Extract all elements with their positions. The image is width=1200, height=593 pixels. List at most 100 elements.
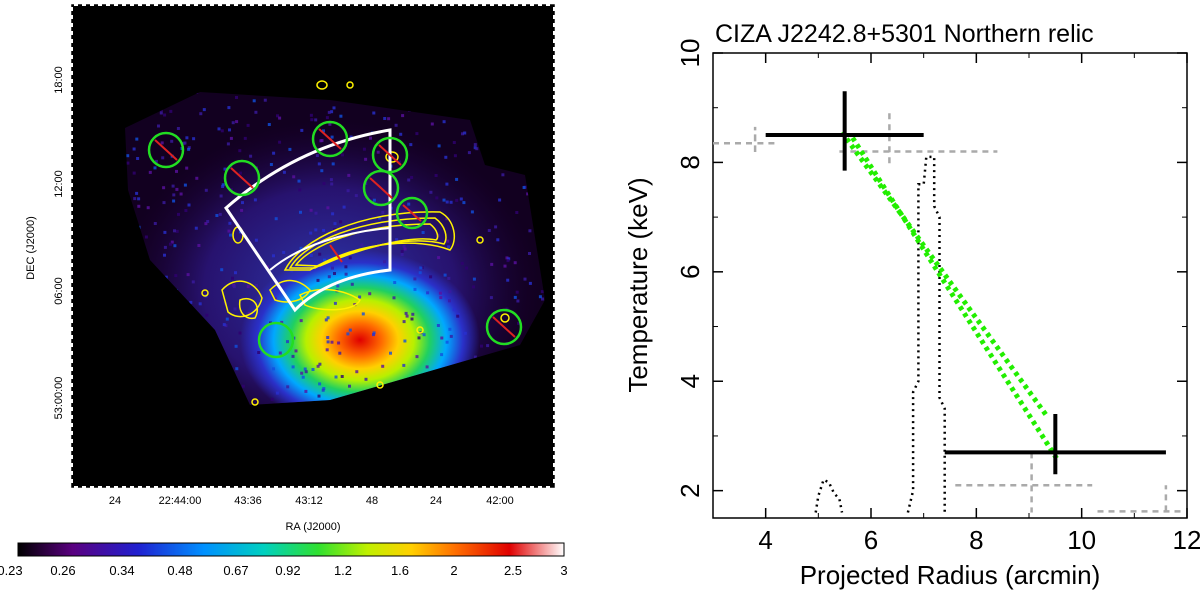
noise-speck [235,120,239,124]
noise-speck [422,333,426,337]
noise-speck [252,99,256,103]
noise-speck [249,154,253,158]
noise-speck [192,137,196,141]
noise-speck [224,324,228,328]
excluded-source-circle [371,136,409,174]
y-tick-label: 2 [675,483,705,497]
noise-speck [489,296,493,300]
noise-speck [439,296,443,300]
noise-speck [136,157,140,160]
noise-speck [159,111,163,115]
noise-speck [331,266,334,270]
analysis-sector [224,128,392,313]
noise-speck [515,290,519,294]
dec-tick-label: 18:00 [53,66,65,94]
noise-speck [135,191,139,195]
colorbar-tick-label: 1.6 [391,563,409,578]
noise-speck [341,153,344,157]
noise-speck [172,199,176,203]
noise-speck [320,169,324,173]
noise-speck [221,185,225,188]
excluded-source-circle [362,169,400,207]
noise-speck [247,311,251,315]
noise-speck [316,364,320,368]
noise-speck [161,156,165,160]
excluded-source-circle [311,120,349,158]
noise-speck [253,198,257,202]
noise-speck [402,363,406,367]
noise-speck [322,182,326,185]
noise-speck [395,238,399,242]
excluded-source-circle [395,196,429,230]
noise-speck [372,111,376,115]
noise-speck [223,167,227,171]
noise-speck [327,275,331,279]
noise-speck [219,194,223,198]
black-dotted-profile [814,477,844,513]
noise-speck [310,118,314,122]
noise-speck [480,344,483,348]
noise-speck [215,214,219,217]
noise-speck [470,210,474,214]
noise-speck [220,268,224,272]
noise-speck [318,252,322,256]
green-dotted-line [850,136,1061,462]
noise-speck [446,239,450,243]
noise-speck [429,190,433,194]
noise-speck [369,136,372,140]
noise-speck [288,147,292,151]
noise-speck [342,205,346,209]
noise-speck [176,127,180,130]
noise-speck [364,157,368,161]
noise-speck [407,178,411,182]
noise-speck [320,139,324,142]
noise-speck [135,137,139,141]
noise-speck [538,295,542,299]
noise-speck [316,278,320,282]
noise-speck [162,186,166,190]
noise-speck [522,186,526,189]
noise-speck [187,203,191,207]
noise-speck [243,136,247,140]
noise-speck [501,173,505,177]
noise-speck [400,253,404,256]
noise-speck [528,229,532,233]
noise-speck [191,280,195,284]
noise-speck [137,197,141,201]
noise-speck [325,348,329,352]
colorbar-tick-label: 0.48 [167,563,192,578]
noise-speck [172,193,176,197]
noise-speck [238,331,242,335]
noise-speck [154,159,158,163]
noise-speck [286,340,289,344]
noise-speck [473,146,477,150]
noise-speck [410,176,414,179]
y-tick-label: 8 [675,155,705,169]
noise-speck [333,272,336,275]
noise-speck [541,297,544,301]
noise-speck [348,328,352,332]
noise-speck [429,275,433,279]
noise-speck [148,170,152,174]
noise-speck [187,147,191,151]
colorbar-tick-labels: 0.23 0.26 0.34 0.48 0.67 0.92 1.2 1.6 2 … [0,563,568,578]
noise-speck [494,225,498,229]
noise-speck [227,229,231,233]
noise-speck [174,274,178,278]
frame-ticks [71,4,555,488]
noise-speck [228,128,231,132]
plot-layer: 4 6 8 10 12 2 4 6 8 10 [675,39,1200,555]
noise-speck [426,291,430,295]
noise-speck [197,244,201,247]
excluded-source-circle [223,159,261,197]
noise-speck [280,320,284,324]
noise-speck [376,150,380,154]
noise-speck [540,290,544,294]
noise-speck [272,254,275,258]
noise-speck [179,192,183,196]
y-tick-label: 4 [675,374,705,388]
noise-speck [275,391,279,395]
noise-speck [437,256,441,260]
x-tick-label: 6 [864,525,878,555]
noise-speck [229,165,233,169]
